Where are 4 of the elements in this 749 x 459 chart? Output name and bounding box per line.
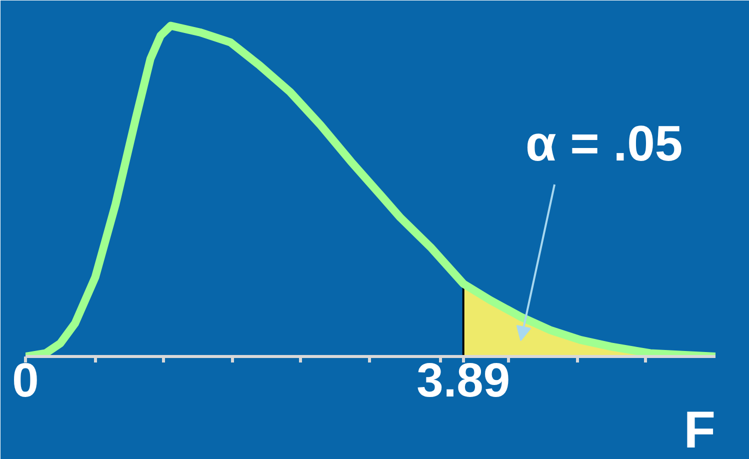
x-tick-label: 3.89 <box>416 354 510 408</box>
x-tick-label: 0 <box>12 354 39 408</box>
annotation: α = .05 <box>526 116 683 172</box>
x-axis-title: F <box>684 402 716 459</box>
